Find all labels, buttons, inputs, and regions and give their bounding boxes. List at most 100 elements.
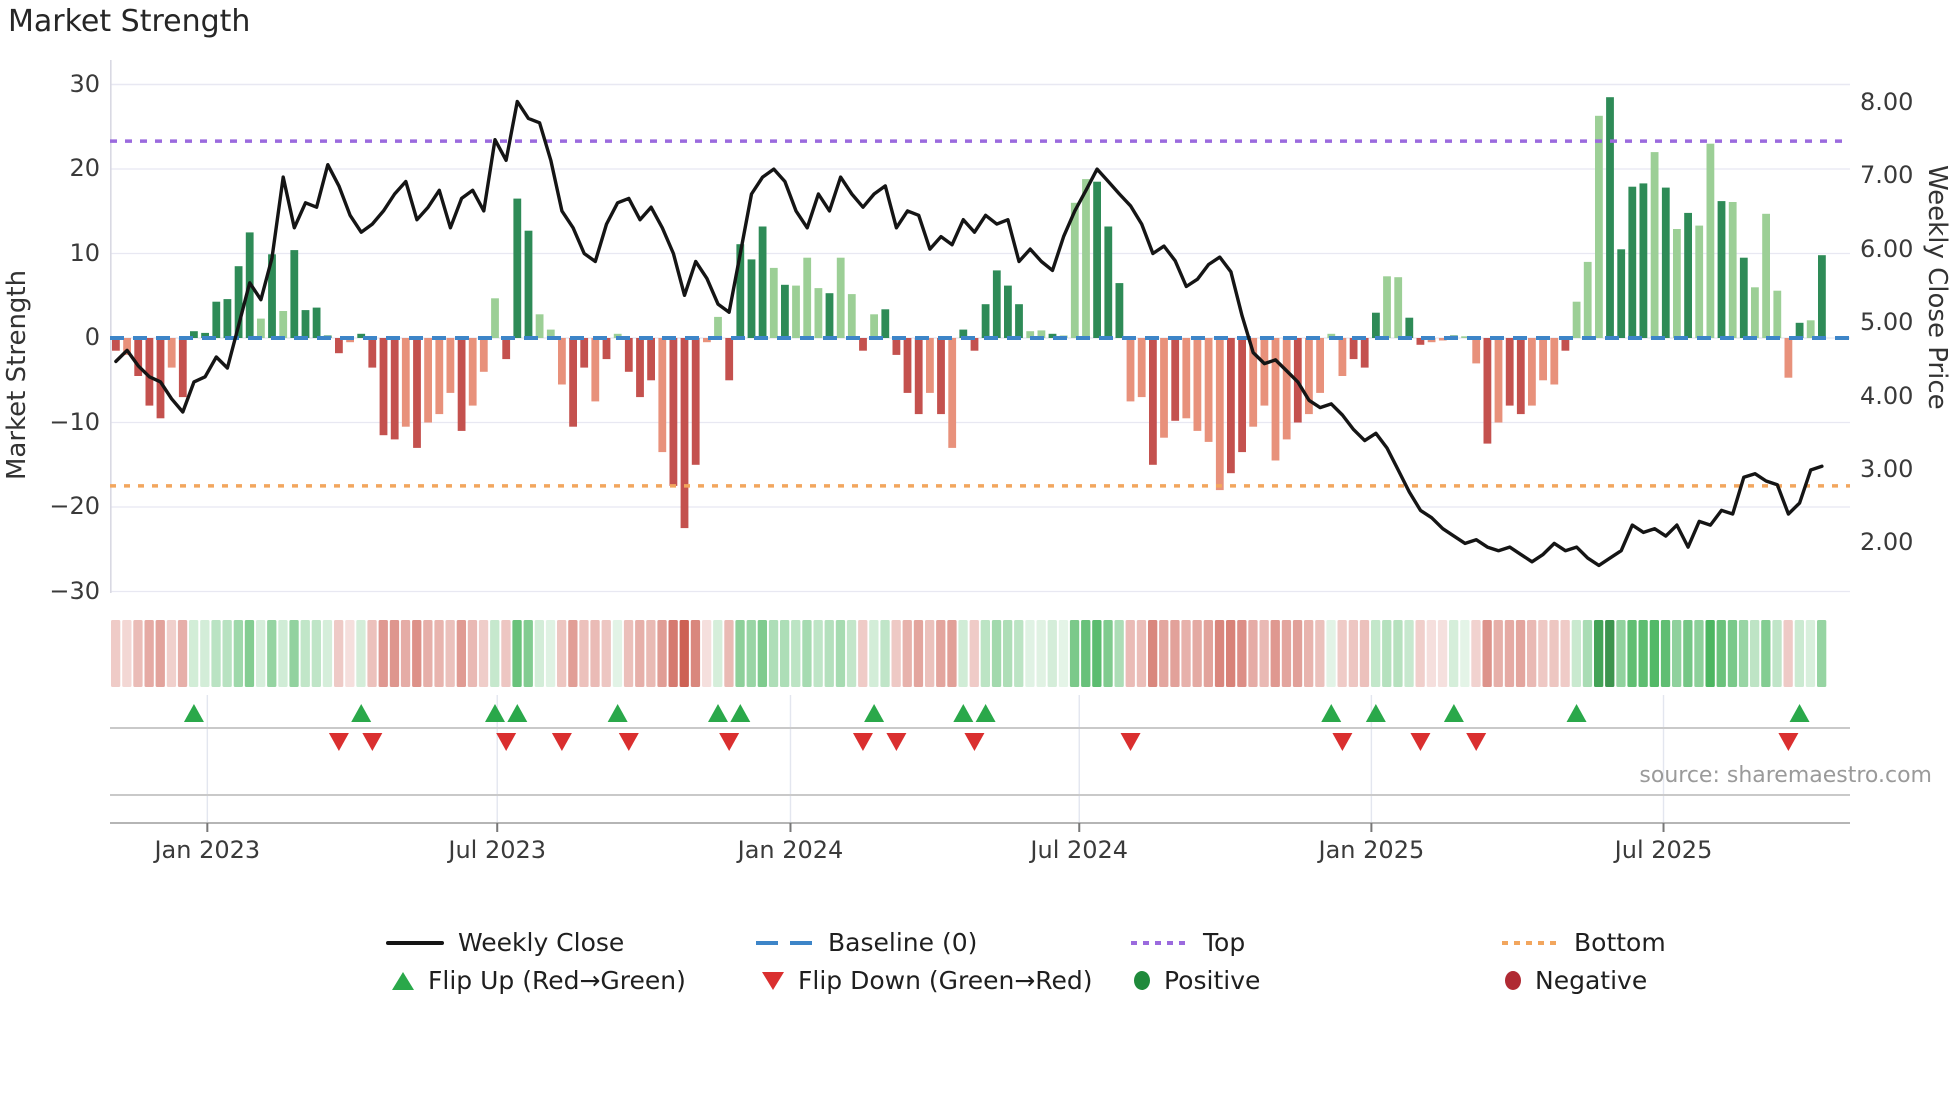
strength-bar — [156, 338, 165, 419]
left-tick-label: −20 — [49, 492, 100, 520]
heatmap-cell — [1672, 620, 1682, 687]
strength-bar — [736, 244, 745, 338]
strength-bar — [190, 331, 198, 338]
heatmap-cell — [1817, 620, 1827, 687]
heatmap-cell — [1627, 620, 1637, 687]
heatmap-cell — [958, 620, 968, 687]
heatmap-cell — [1136, 620, 1147, 687]
strength-bar — [1583, 261, 1592, 338]
heatmap-cell — [1069, 620, 1080, 687]
strength-bar — [1684, 212, 1692, 338]
strength-bar — [201, 332, 209, 338]
strength-bar — [892, 338, 901, 355]
strength-bar — [591, 338, 600, 402]
strength-bar — [903, 338, 912, 393]
legend-positive: Positive — [1134, 966, 1260, 995]
heatmap-cell — [1337, 620, 1347, 687]
flip-up-marker — [953, 704, 974, 722]
strength-bar — [959, 329, 968, 338]
heatmap-cell — [490, 620, 500, 687]
heatmap-cell — [1192, 620, 1202, 687]
strength-bar — [714, 316, 722, 338]
bottom-dotted-swatch — [1502, 940, 1560, 945]
heatmap-cell — [1025, 620, 1035, 687]
heatmap-cell — [858, 620, 868, 687]
strength-heatmap-strip — [111, 620, 1827, 687]
flip-down-marker — [886, 733, 907, 751]
strength-bar — [1193, 338, 1202, 431]
strength-bar — [1372, 312, 1380, 338]
legend-label: Flip Down (Green→Red) — [798, 966, 1093, 995]
strength-bar — [948, 338, 957, 448]
strength-bar — [1394, 277, 1403, 338]
strength-bar — [669, 338, 678, 486]
heatmap-cell — [1638, 620, 1648, 687]
heatmap-cell — [155, 620, 165, 687]
right-tick-label: 8.00 — [1860, 88, 1914, 116]
legend-bottom: Bottom — [1502, 928, 1666, 957]
flip-down-marker — [719, 733, 740, 751]
strength-bar — [1762, 213, 1770, 338]
legend-label: Top — [1203, 928, 1246, 957]
heatmap-cell — [746, 620, 756, 687]
strength-bar — [1516, 338, 1525, 415]
heatmap-cell — [1047, 620, 1057, 687]
heatmap-cell — [1148, 620, 1158, 687]
source-credit: source: sharemaestro.com — [1639, 763, 1932, 788]
heatmap-cell — [891, 620, 901, 687]
flip-up-marker — [1443, 704, 1464, 722]
strength-bar — [1427, 338, 1436, 343]
strength-bar — [825, 293, 834, 338]
heatmap-cell — [534, 620, 544, 687]
strength-bar — [513, 198, 522, 338]
x-tick-label: Jul 2025 — [1614, 836, 1713, 864]
heatmap-cell — [1058, 620, 1069, 687]
heatmap-cell — [1304, 620, 1314, 687]
strength-bar — [413, 338, 421, 448]
strength-bar — [558, 338, 566, 385]
flip-up-marker — [351, 704, 372, 722]
x-tick-label: Jan 2024 — [737, 836, 844, 864]
heatmap-cell — [456, 620, 466, 687]
x-tick-label: Jul 2023 — [448, 836, 547, 864]
flip-down-marker — [362, 733, 383, 751]
heatmap-cell — [824, 620, 834, 687]
heatmap-cell — [1125, 620, 1135, 687]
weekly-close-line — [114, 99, 1824, 568]
heatmap-cell — [735, 620, 745, 687]
strength-bar — [1728, 202, 1737, 338]
flip-down-marker — [551, 733, 572, 751]
flip-down-marker — [1466, 733, 1487, 751]
left-axis-title: Market Strength — [2, 269, 32, 480]
flip-down-marker — [496, 733, 517, 751]
heatmap-cell — [980, 620, 990, 687]
strength-bar — [1115, 283, 1124, 338]
heatmap-cell — [1114, 620, 1124, 687]
heatmap-cell — [189, 620, 199, 687]
strength-bar — [836, 257, 845, 338]
strength-bar — [1282, 338, 1291, 440]
strength-bar — [1706, 143, 1715, 338]
strength-bar — [112, 338, 120, 351]
heatmap-cell — [1549, 620, 1559, 687]
strength-bar — [1327, 333, 1336, 338]
strength-bar — [1204, 338, 1213, 442]
strength-bar — [636, 338, 644, 398]
heatmap-cell — [1761, 620, 1771, 687]
heatmap-cell — [713, 620, 723, 687]
heatmap-cell — [1515, 620, 1526, 687]
strength-bar — [1795, 322, 1804, 338]
strength-bar — [970, 338, 979, 351]
right-tick-label: 3.00 — [1860, 455, 1914, 483]
heatmap-cell — [1326, 620, 1336, 687]
heatmap-cell — [768, 620, 779, 687]
heatmap-cell — [1460, 620, 1470, 687]
baseline-dash-swatch — [756, 940, 814, 945]
heatmap-cell — [1750, 620, 1760, 687]
legend-label: Baseline (0) — [828, 928, 978, 957]
strength-bar — [1037, 330, 1046, 338]
strength-bar — [870, 314, 878, 338]
heatmap-cell — [1527, 620, 1537, 687]
heatmap-cell — [177, 620, 188, 687]
